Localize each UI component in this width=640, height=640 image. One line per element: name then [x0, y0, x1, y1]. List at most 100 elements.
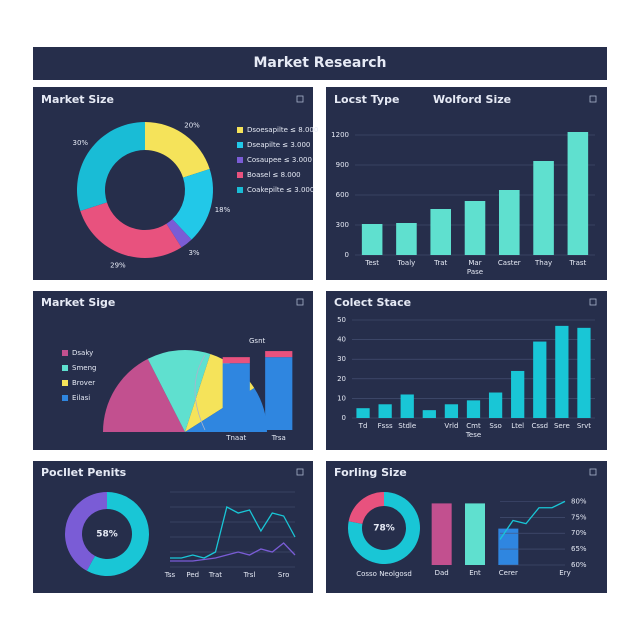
y-tick-label: 80% [571, 497, 587, 505]
slice [145, 122, 210, 178]
y-tick-label: 50 [337, 316, 346, 324]
data-label: 30% [72, 139, 88, 147]
y-tick-label: 0 [342, 414, 346, 422]
center-label: 58% [96, 530, 118, 540]
x-tick-label: Tss [164, 571, 176, 579]
x-tick-label: Mar [468, 259, 481, 267]
x-tick-label: Sere [554, 422, 570, 430]
header-bar [33, 47, 607, 80]
bar-segment [222, 357, 250, 364]
x-tick-label: Vrld [444, 422, 458, 430]
slice [166, 219, 192, 248]
legend-swatch [62, 380, 68, 386]
center-label: 78% [373, 524, 395, 534]
y-tick-label: 900 [336, 161, 349, 169]
line [499, 500, 566, 540]
data-label: 29% [110, 261, 126, 269]
x-axis-label: Pase [467, 268, 483, 276]
panel-title: Market Sige [41, 296, 115, 309]
data-label: 3% [188, 249, 199, 257]
y-tick-label: 600 [336, 191, 349, 199]
line [170, 542, 296, 562]
bar [465, 503, 485, 565]
legend-label: Dsoesapilte ≤ 8.000 [247, 126, 318, 134]
y-tick-label: 300 [336, 221, 349, 229]
panel-title: Forling Size [334, 466, 407, 479]
x-tick-label: Trast [568, 259, 586, 267]
legend-label: Coakepilte ≤ 3.000 [247, 186, 314, 194]
x-tick-label: Sro [278, 571, 289, 579]
legend-swatch [62, 350, 68, 356]
bar-segment [222, 363, 250, 430]
bar [400, 394, 414, 418]
bar-segment [265, 351, 293, 358]
menu-icon[interactable] [589, 468, 597, 476]
panel-subtitle: Wolford Size [433, 93, 511, 106]
x-tick-label: Td [358, 422, 368, 430]
slice [76, 122, 145, 212]
menu-icon[interactable] [296, 298, 304, 306]
caption: Cosso Neolgosd [356, 570, 412, 578]
data-label: 18% [215, 206, 231, 214]
legend-swatch [237, 127, 243, 133]
legend-label: Brover [72, 379, 95, 387]
y-tick-label: 20 [337, 375, 346, 383]
legend-swatch [237, 157, 243, 163]
y-tick-label: 75% [571, 513, 587, 521]
slice [172, 168, 213, 240]
x-tick-label: Cmt [466, 422, 481, 430]
x-tick-label: Ery [559, 569, 570, 577]
legend-swatch [62, 365, 68, 371]
legend-label: Boasel ≤ 8.000 [247, 171, 301, 179]
x-tick-label: Stdle [398, 422, 416, 430]
series-label: Gsnt [249, 337, 266, 345]
legend-label: Eilasi [72, 394, 90, 402]
bar [511, 370, 525, 418]
menu-icon[interactable] [589, 298, 597, 306]
slice [80, 202, 182, 258]
x-tick-label: Trat [208, 571, 222, 579]
line [170, 506, 296, 559]
bar-segment [265, 357, 293, 430]
x-tick-label: Srvt [577, 422, 591, 430]
x-tick-label: Dad [435, 569, 449, 577]
bar [533, 161, 554, 255]
legend-swatch [237, 187, 243, 193]
y-tick-label: 30 [337, 355, 346, 363]
x-tick-label: Ltel [511, 422, 524, 430]
y-tick-label: 0 [345, 251, 349, 259]
data-label: 20% [184, 121, 200, 129]
bar [444, 404, 459, 418]
menu-icon[interactable] [296, 468, 304, 476]
x-tick-label: Fsss [378, 422, 393, 430]
menu-icon[interactable] [296, 95, 304, 103]
bar [567, 132, 589, 255]
x-tick-label: Cssd [531, 422, 548, 430]
legend-label: Smeng [72, 364, 96, 372]
slice [65, 492, 107, 571]
bar [533, 341, 547, 418]
bar [422, 410, 436, 418]
legend-label: Dseapilte ≤ 3.000 [247, 141, 310, 149]
bar [356, 408, 370, 418]
legend-swatch [237, 172, 243, 178]
slice [147, 350, 211, 432]
x-tick-label: Tnaat [225, 434, 246, 442]
bar [464, 201, 486, 255]
x-tick-label: Ent [469, 569, 481, 577]
menu-icon[interactable] [589, 95, 597, 103]
bar [430, 209, 451, 255]
panel-title: Market Size [41, 93, 114, 106]
header-title: Market Research [254, 55, 387, 71]
x-tick-label: Trsa [271, 434, 286, 442]
x-tick-label: Thay [534, 259, 552, 267]
x-tick-label: Test [364, 259, 379, 267]
x-tick-label: Toaly [397, 259, 416, 267]
x-tick-label: Trat [433, 259, 447, 267]
legend-swatch [237, 142, 243, 148]
x-tick-label: Trsl [243, 571, 256, 579]
bracket [194, 354, 206, 431]
bar [431, 503, 452, 565]
bar [499, 190, 520, 255]
